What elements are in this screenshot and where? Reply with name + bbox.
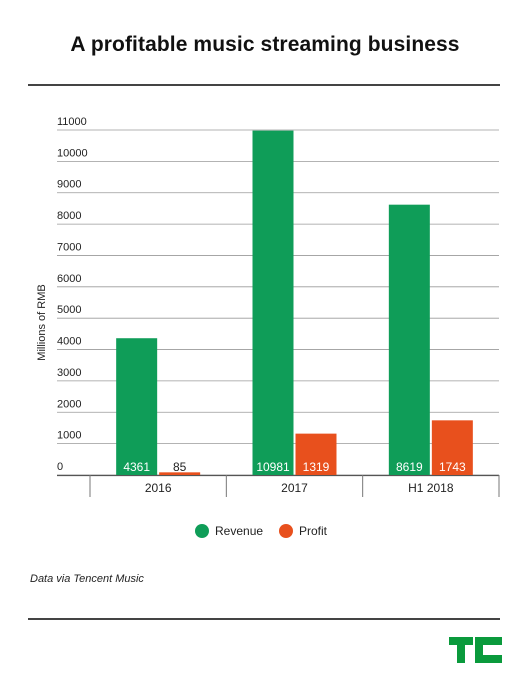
legend-label-revenue: Revenue	[215, 524, 263, 538]
tc-logo-icon	[449, 637, 502, 663]
bar-value-label: 85	[173, 460, 187, 474]
bar-value-label: 8619	[396, 460, 423, 474]
x-tick-label: H1 2018	[408, 481, 454, 495]
bar-value-label: 4361	[123, 460, 150, 474]
x-tick-label: 2017	[281, 481, 308, 495]
y-tick-label: 9000	[57, 179, 81, 191]
y-tick-label: 4000	[57, 336, 81, 348]
y-tick-label: 2000	[57, 398, 81, 410]
legend-swatch-revenue	[195, 524, 209, 538]
y-tick-label: 6000	[57, 273, 81, 285]
bar-revenue	[252, 130, 294, 476]
bar-value-label: 1319	[303, 460, 330, 474]
y-tick-label: 10000	[57, 147, 88, 159]
y-tick-label: 3000	[57, 367, 81, 379]
bottom-divider	[28, 618, 500, 620]
y-tick-label: 11000	[57, 116, 87, 128]
y-tick-label: 7000	[57, 241, 81, 253]
bar-revenue	[116, 338, 158, 475]
y-tick-label: 8000	[57, 210, 81, 222]
y-tick-label: 0	[57, 461, 63, 473]
x-tick-label: 2016	[145, 481, 172, 495]
legend-label-profit: Profit	[299, 524, 328, 538]
y-tick-label: 1000	[57, 430, 81, 442]
bar-profit	[431, 420, 473, 475]
bar-value-label: 10981	[256, 460, 290, 474]
y-axis-label: Millions of RMB	[36, 284, 48, 360]
y-tick-label: 5000	[57, 304, 81, 316]
bar-profit	[295, 433, 337, 475]
bar-profit	[159, 472, 201, 475]
top-divider	[28, 84, 500, 86]
source-note: Data via Tencent Music	[30, 573, 144, 585]
chart-title: A profitable music streaming business	[70, 33, 460, 56]
legend-swatch-profit	[279, 524, 293, 538]
bar-chart: 0 1000 2000 3000 4000 5000 6000 7000 8000 9000 100…	[36, 116, 500, 538]
bar-value-label: 1743	[439, 460, 466, 474]
bar-revenue	[388, 204, 430, 475]
